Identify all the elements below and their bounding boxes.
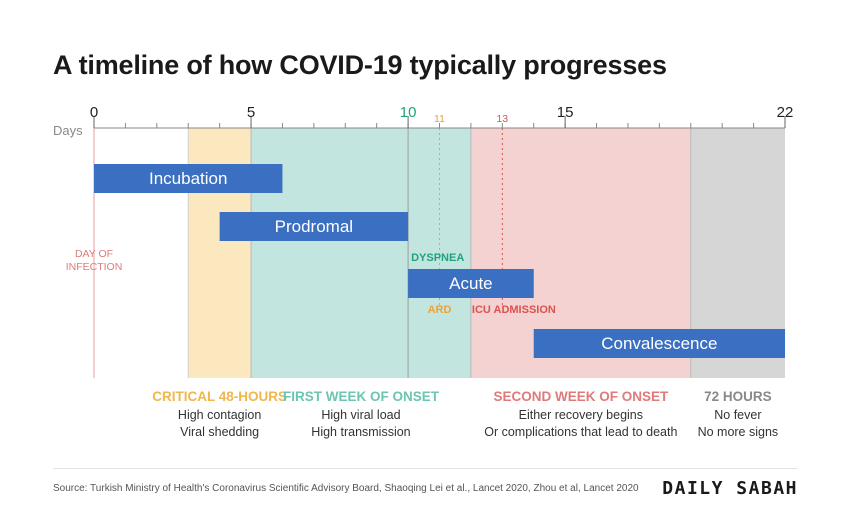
- caption-line: High transmission: [311, 425, 411, 439]
- annotation-day-of-infection: DAY OF: [75, 248, 113, 260]
- caption-line: Either recovery begins: [518, 408, 644, 422]
- footer-divider: [53, 468, 798, 469]
- phase-bar-convalescence: [533, 329, 785, 358]
- caption-header: 72 HOURS: [704, 389, 772, 404]
- phase-bar-acute: [408, 269, 534, 298]
- caption-line: High contagion: [177, 408, 262, 422]
- timeline-chart: 0 5 10 15 22 11 13 Days Incubation Prodromal Acute…: [53, 104, 794, 378]
- x-axis-label: Days: [53, 123, 83, 138]
- source-note: Source: Turkish Ministry of Health's Cor…: [53, 483, 639, 494]
- caption-second_week: SECOND WEEK OF ONSET Either recovery begi…: [471, 388, 691, 441]
- caption-line: High viral load: [321, 408, 401, 422]
- phase-bar-incubation: [94, 164, 283, 193]
- x-tick-label: 10: [400, 104, 417, 121]
- annotation-icu-admission: ICU ADMISSION: [472, 304, 556, 316]
- caption-line: No fever: [714, 408, 762, 422]
- caption-header: FIRST WEEK OF ONSET: [282, 389, 439, 404]
- phase-bar-prodromal: [219, 212, 409, 241]
- caption-line: Viral shedding: [180, 425, 260, 439]
- annotation-ard: ARD: [428, 304, 452, 316]
- phase-label: Acute: [449, 274, 492, 293]
- caption-line: No more signs: [697, 425, 779, 439]
- caption-line: Or complications that lead to death: [484, 425, 678, 439]
- x-tick-label: 15: [557, 104, 574, 121]
- x-tick-label: 5: [247, 104, 255, 121]
- marker-tick-label: 11: [434, 113, 445, 125]
- brand-logo: DAILY SABAH: [662, 478, 798, 499]
- caption-header: CRITICAL 48-HOURS: [152, 389, 287, 404]
- phase-label: Convalescence: [601, 334, 717, 353]
- phase-label: Prodromal: [275, 217, 353, 236]
- annotation-dyspnea: DYSPNEA: [411, 252, 464, 264]
- annotation-day-of-infection: INFECTION: [66, 261, 123, 273]
- marker-tick-label: 13: [496, 113, 508, 125]
- phase-label: Incubation: [149, 169, 227, 188]
- caption-critical: CRITICAL 48-HOURS High contagion Viral she…: [150, 388, 290, 441]
- period-band-first_week: [251, 128, 471, 378]
- caption-final: 72 HOURS No fever No more signs: [653, 388, 823, 441]
- chart-title: A timeline of how COVID-19 typically pro…: [53, 50, 667, 80]
- caption-first_week: FIRST WEEK OF ONSET High viral load High t…: [276, 388, 446, 441]
- x-tick-label: 22: [777, 104, 794, 121]
- x-tick-label: 0: [90, 104, 98, 121]
- caption-header: SECOND WEEK OF ONSET: [493, 389, 669, 404]
